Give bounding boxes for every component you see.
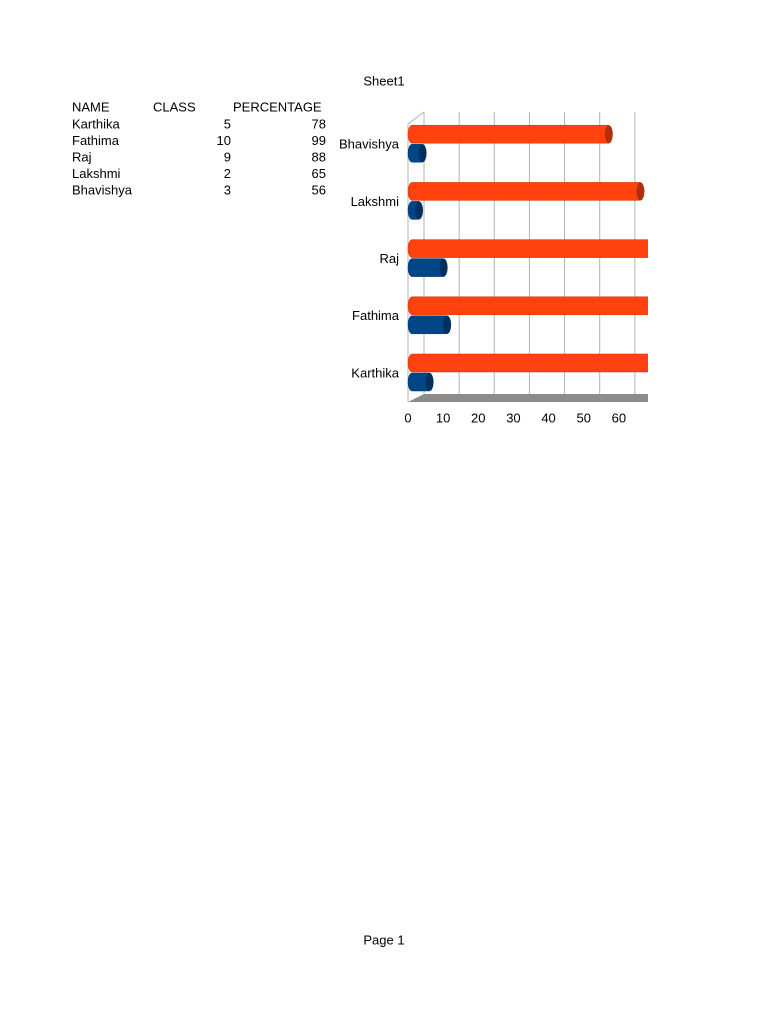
cell-name: Fathima xyxy=(72,133,120,148)
cell-name: Bhavishya xyxy=(72,182,133,197)
category-label: Fathima xyxy=(352,308,400,323)
bar xyxy=(407,353,648,373)
bar-cap xyxy=(439,258,448,277)
bar xyxy=(407,315,448,335)
cell-number: 65 xyxy=(312,166,326,181)
bar-cap xyxy=(717,240,725,258)
bar-cap xyxy=(443,315,452,334)
cell-number: 99 xyxy=(312,133,326,148)
bar-cap xyxy=(636,182,645,201)
x-tick-label: 50 xyxy=(576,410,590,425)
column-header: PERCENTAGE xyxy=(233,99,322,114)
cell-number: 9 xyxy=(224,149,231,164)
bar-cap xyxy=(682,354,690,372)
cell-number: 78 xyxy=(312,116,326,131)
x-tick-label: 20 xyxy=(471,410,485,425)
x-tick-label: 30 xyxy=(506,410,520,425)
x-tick-label: 10 xyxy=(436,410,450,425)
x-tick-label: 60 xyxy=(612,410,626,425)
cell-name: Lakshmi xyxy=(72,166,121,181)
x-tick-label: 40 xyxy=(541,410,555,425)
page-footer: Page 1 xyxy=(363,932,404,947)
category-label: Bhavishya xyxy=(339,137,400,152)
bar-cap xyxy=(415,201,424,220)
bar-cap xyxy=(425,373,434,391)
column-header: NAME xyxy=(72,99,110,114)
bar xyxy=(407,182,641,201)
cell-name: Raj xyxy=(72,149,92,164)
x-tick-label: 0 xyxy=(404,410,411,425)
bar xyxy=(407,296,648,316)
category-label: Karthika xyxy=(351,365,399,380)
bar xyxy=(407,372,430,392)
bar-cap xyxy=(756,297,764,315)
cell-number: 56 xyxy=(312,182,326,197)
cell-name: Karthika xyxy=(72,116,120,131)
bar xyxy=(407,258,444,277)
bar xyxy=(407,143,423,163)
wall-edge xyxy=(407,111,425,125)
bar-cap xyxy=(418,144,427,163)
cell-number: 5 xyxy=(224,116,231,131)
column-header: CLASS xyxy=(153,99,196,114)
bar-cap xyxy=(604,125,613,144)
cell-number: 10 xyxy=(217,133,231,148)
floor xyxy=(408,394,648,402)
cell-number: 88 xyxy=(312,149,326,164)
bar xyxy=(407,239,648,258)
cell-number: 3 xyxy=(224,182,231,197)
sheet-title: Sheet1 xyxy=(363,73,404,88)
cell-number: 2 xyxy=(224,166,231,181)
bars xyxy=(407,124,764,392)
bar xyxy=(407,124,610,144)
category-label: Raj xyxy=(379,251,399,266)
chart: 0 10 20 30 40 50 60 Karthika Fathima Raj Lakshmi Bh… xyxy=(339,111,764,425)
category-label: Lakshmi xyxy=(351,194,400,209)
